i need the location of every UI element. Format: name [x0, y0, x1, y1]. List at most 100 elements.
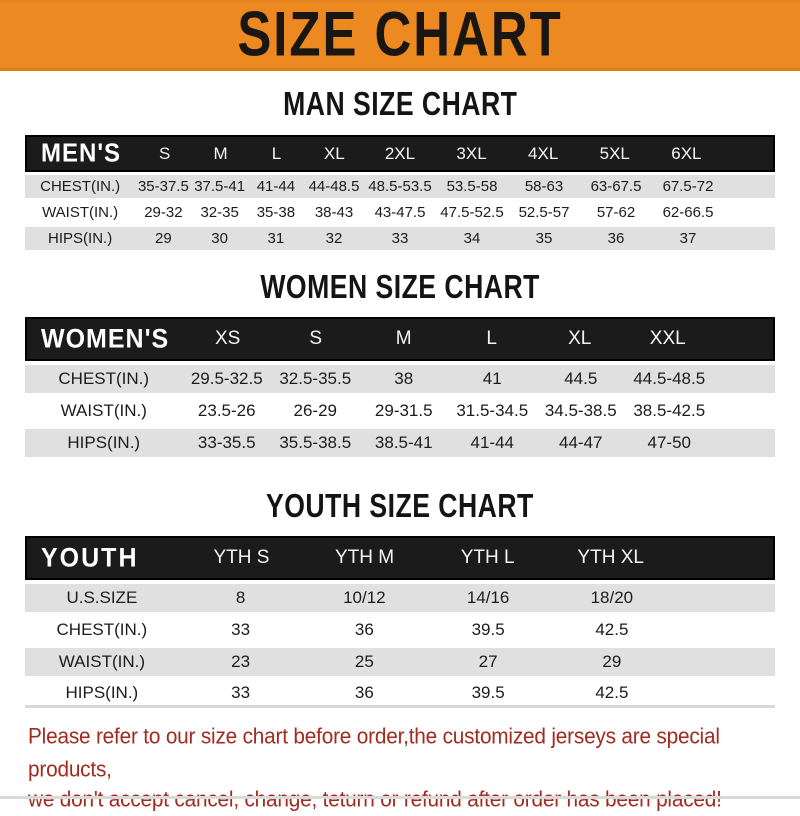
women-section-title: WOMEN SIZE CHART	[0, 267, 800, 305]
size-value-cell: 33	[231, 620, 251, 639]
table-row: HIPS(IN.) 33 36 39.5 42.5	[25, 680, 775, 708]
size-column-header: 5XL	[599, 143, 630, 163]
row-label: HIPS(IN.)	[48, 230, 113, 247]
size-value-cell: 29-32	[144, 204, 183, 221]
size-value-cell: 35.5-38.5	[279, 433, 352, 452]
size-value-cell: 33-35.5	[197, 433, 256, 452]
size-column-header: XS	[214, 328, 241, 349]
table-row: CHEST(IN.) 33 36 39.5 42.5	[25, 616, 775, 644]
size-column-header: M	[213, 143, 228, 163]
table-header-row: YOUTH YTH S YTH M YTH L YTH XL	[25, 536, 775, 580]
size-value-cell: 23.5-26	[197, 401, 256, 420]
table-row: WAIST(IN.) 23.5-26 26-29 29-31.5 31.5-34.5 34…	[25, 397, 775, 425]
size-value-cell: 52.5-57	[518, 204, 570, 221]
size-value-cell: 10/12	[343, 588, 386, 607]
size-column-header: XXL	[649, 328, 686, 349]
women-section-title-text: WOMEN SIZE CHART	[260, 267, 540, 305]
size-column-header: M	[395, 328, 412, 349]
size-value-cell: 62-66.5	[662, 204, 714, 221]
bottom-divider	[0, 796, 800, 799]
size-value-cell: 38.5-41	[374, 433, 433, 452]
table-header-row: WOMEN'S XS S M L XL XXL	[25, 317, 775, 361]
size-column-header: S	[158, 143, 171, 163]
size-column-header: 6XL	[671, 143, 702, 163]
size-value-cell: 44.5-48.5	[633, 369, 706, 388]
row-label: HIPS(IN.)	[67, 433, 141, 452]
size-value-cell: 63-67.5	[590, 178, 642, 195]
table-corner-label: YOUTH	[41, 542, 139, 573]
size-value-cell: 43-47.5	[374, 204, 426, 221]
table-row: WAIST(IN.) 23 25 27 29	[25, 648, 775, 676]
size-value-cell: 18/20	[590, 588, 634, 607]
size-value-cell: 44-47	[559, 433, 603, 452]
size-value-cell: 38.5-42.5	[633, 401, 706, 420]
row-label: WAIST(IN.)	[42, 204, 119, 221]
row-label: HIPS(IN.)	[65, 682, 139, 702]
size-column-header: L	[271, 143, 282, 163]
size-value-cell: 36	[354, 620, 374, 639]
table-row: WAIST(IN.) 29-32 32-35 35-38 38-43 43-47.5 47.…	[25, 201, 775, 224]
size-value-cell: 33	[231, 682, 251, 702]
size-column-header: 3XL	[456, 143, 487, 163]
banner-title: SIZE CHART	[237, 0, 563, 71]
size-value-cell: 48.5-53.5	[368, 178, 432, 195]
size-value-cell: 34.5-38.5	[544, 401, 617, 420]
size-value-cell: 41	[482, 369, 502, 388]
size-value-cell: 32-35	[200, 204, 239, 221]
man-section-title-text: MAN SIZE CHART	[282, 84, 518, 122]
size-value-cell: 41-44	[256, 178, 296, 195]
mens-size-table: MEN'S S M L XL 2XL 3XL 4XL 5XL 6XL CHEST(IN.) 35-37…	[25, 135, 775, 250]
size-column-header: S	[309, 328, 323, 349]
size-chart-banner: SIZE CHART	[0, 0, 800, 71]
size-value-cell: 44.5	[564, 369, 598, 388]
size-value-cell: 26-29	[293, 401, 337, 420]
man-section-title: MAN SIZE CHART	[0, 84, 800, 122]
size-value-cell: 25	[354, 652, 374, 671]
size-value-cell: 14/16	[466, 588, 510, 607]
size-value-cell: 23	[231, 652, 251, 671]
size-column-header: 4XL	[528, 143, 559, 163]
size-value-cell: 29.5-32.5	[190, 369, 263, 388]
size-column-header: XL	[323, 143, 345, 163]
row-label: CHEST(IN.)	[58, 369, 150, 388]
size-column-header: YTH S	[213, 547, 270, 568]
size-value-cell: 39.5	[471, 682, 505, 702]
size-value-cell: 42.5	[595, 620, 629, 639]
size-column-header: XL	[568, 328, 592, 349]
size-value-cell: 33	[391, 230, 409, 247]
size-value-cell: 27	[478, 652, 498, 671]
table-corner-label: WOMEN'S	[41, 323, 170, 354]
disclaimer-line-1: Please refer to our size chart before or…	[28, 724, 720, 782]
size-value-cell: 38-43	[314, 204, 354, 221]
size-value-cell: 38	[394, 369, 414, 388]
table-header-row: MEN'S S M L XL 2XL 3XL 4XL 5XL 6XL	[25, 135, 775, 172]
table-row: CHEST(IN.) 29.5-32.5 32.5-35.5 38 41 44.5 44.5…	[25, 365, 775, 393]
youth-section-title: YOUTH SIZE CHART	[0, 486, 800, 524]
size-value-cell: 37.5-41	[194, 178, 246, 195]
size-value-cell: 34	[463, 230, 481, 247]
table-row: HIPS(IN.) 29 30 31 32 33 34 35 36 37	[25, 227, 775, 250]
youth-size-table: YOUTH YTH S YTH M YTH L YTH XL U.S.SIZE 8 10/12…	[25, 536, 775, 708]
size-value-cell: 35	[535, 230, 553, 247]
size-value-cell: 37	[679, 230, 697, 247]
row-label: WAIST(IN.)	[60, 401, 147, 420]
size-value-cell: 47.5-52.5	[440, 204, 504, 221]
size-column-header: YTH M	[334, 547, 395, 568]
youth-section-title-text: YOUTH SIZE CHART	[266, 486, 534, 524]
size-column-header: L	[486, 328, 497, 349]
size-value-cell: 29	[602, 652, 622, 671]
size-value-cell: 31	[267, 230, 285, 247]
size-value-cell: 36	[607, 230, 625, 247]
size-value-cell: 67.5-72	[662, 178, 714, 195]
size-value-cell: 36	[354, 682, 374, 702]
size-value-cell: 41-44	[470, 433, 514, 452]
table-row: HIPS(IN.) 33-35.5 35.5-38.5 38.5-41 41-44 44-…	[25, 429, 775, 457]
size-value-cell: 29-31.5	[374, 401, 433, 420]
womens-size-table: WOMEN'S XS S M L XL XXL CHEST(IN.) 29.5-32.5 32.5…	[25, 317, 775, 457]
size-value-cell: 35-37.5	[137, 178, 189, 195]
row-label: U.S.SIZE	[66, 588, 138, 607]
size-value-cell: 57-62	[596, 204, 636, 221]
row-label: WAIST(IN.)	[58, 652, 145, 671]
size-value-cell: 32.5-35.5	[279, 369, 352, 388]
table-row: CHEST(IN.) 35-37.5 37.5-41 41-44 44-48.5 48.5…	[25, 175, 775, 198]
